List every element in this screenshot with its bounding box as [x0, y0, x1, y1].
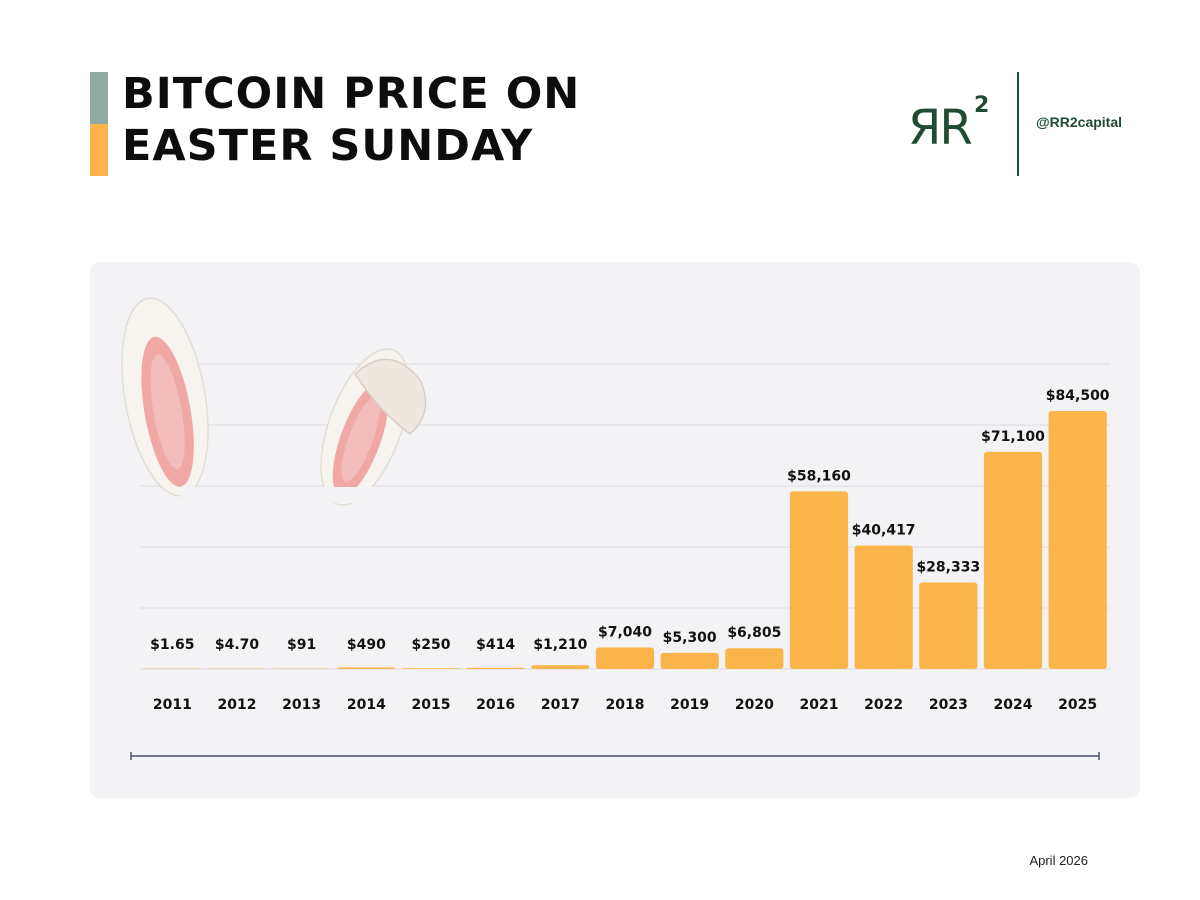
year-label-2013: 2013 [282, 697, 321, 713]
value-label-2011: $1.65 [150, 637, 194, 653]
logo-main-text: ЯR [908, 100, 971, 152]
value-label-2025: $84,500 [1046, 388, 1110, 404]
footer-date: April 2026 [1029, 853, 1088, 868]
bar-2018 [595, 647, 655, 669]
rr2-logo: ЯR 2 [908, 93, 988, 152]
bar-2020 [725, 648, 784, 669]
year-label-2017: 2017 [541, 697, 580, 713]
page-title-line-1: BITCOIN PRICE ON [122, 69, 581, 119]
value-label-2020: $6,805 [727, 625, 781, 641]
timeline-axis [130, 752, 1100, 760]
year-label-2012: 2012 [218, 697, 257, 713]
year-label-2018: 2018 [606, 697, 645, 713]
year-label-2019: 2019 [670, 697, 709, 713]
logo-divider [1017, 72, 1019, 176]
value-label-2019: $5,300 [663, 630, 717, 646]
year-label-2015: 2015 [412, 697, 451, 713]
chart-panel: $1.65 $4.70 $91 $490 $250 $414 $1,210 $7,040 $5,… [90, 262, 1140, 798]
value-label-2023: $28,333 [916, 559, 980, 575]
bar-2015 [401, 668, 461, 669]
bar-2019 [660, 652, 719, 669]
bar-2024 [983, 451, 1043, 669]
year-label-2023: 2023 [929, 697, 968, 713]
page-title: BITCOIN PRICE ON EASTER SUNDAY [122, 68, 580, 172]
year-label-2016: 2016 [476, 697, 515, 713]
page-title-line-2: EASTER SUNDAY [122, 121, 534, 171]
value-label-2024: $71,100 [981, 429, 1045, 445]
bar-2014 [337, 667, 396, 669]
value-label-2014: $490 [347, 637, 386, 653]
value-label-2012: $4.70 [215, 637, 260, 653]
value-label-2015: $250 [412, 637, 451, 653]
bar-2017 [531, 665, 590, 669]
social-handle: @RR2capital [1036, 114, 1123, 130]
title-accent-bar-top [90, 72, 108, 124]
year-label-2014: 2014 [347, 697, 386, 713]
year-label-2024: 2024 [994, 697, 1033, 713]
bar-2021 [789, 491, 849, 669]
year-label-2022: 2022 [864, 697, 903, 713]
logo-superscript: 2 [974, 93, 988, 118]
year-label-2025: 2025 [1058, 697, 1097, 713]
value-label-2017: $1,210 [533, 637, 587, 653]
bar-2016 [466, 667, 525, 669]
bunny-ears-icon [121, 297, 460, 506]
bitcoin-price-chart: $1.65 $4.70 $91 $490 $250 $414 $1,210 $7,040 $5,… [121, 297, 1110, 760]
value-label-2016: $414 [476, 637, 515, 653]
bar-2022 [854, 545, 913, 669]
year-label-2011: 2011 [153, 697, 192, 713]
title-accent-bar-bottom [90, 124, 108, 176]
year-label-2020: 2020 [735, 697, 774, 713]
value-label-2013: $91 [287, 637, 316, 653]
bar-2023 [919, 582, 978, 669]
value-label-2018: $7,040 [598, 625, 652, 641]
value-label-2022: $40,417 [852, 523, 916, 539]
year-label-2021: 2021 [800, 697, 839, 713]
bar-2025 [1048, 411, 1107, 669]
value-label-2021: $58,160 [787, 468, 851, 484]
